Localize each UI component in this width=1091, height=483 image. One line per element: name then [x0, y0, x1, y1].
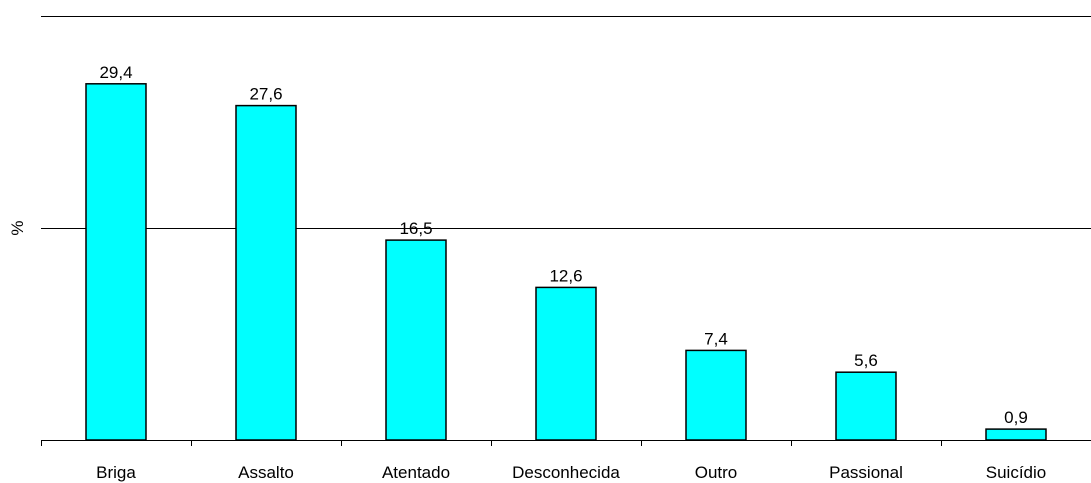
- x-tick-label-1: Assalto: [238, 463, 294, 482]
- x-tick-label-2: Atentado: [382, 463, 450, 482]
- x-tick-label-0: Briga: [96, 463, 136, 482]
- data-label-2: 16,5: [399, 219, 432, 238]
- bars: [85, 83, 1047, 441]
- y-axis-label: %: [8, 220, 27, 235]
- x-tick-label-6: Suicídio: [986, 463, 1046, 482]
- data-label-5: 5,6: [854, 351, 878, 370]
- data-label-1: 27,6: [249, 85, 282, 104]
- bar-suicídio: [985, 428, 1047, 441]
- bar-atentado: [385, 239, 447, 441]
- bar-passional: [835, 371, 897, 441]
- data-label-0: 29,4: [99, 63, 132, 82]
- x-axis: Briga Assalto Atentado Desconhecida Outro Pas…: [41, 440, 1091, 482]
- bar-desconhecida: [535, 286, 597, 441]
- x-tick-label-4: Outro: [695, 463, 738, 482]
- data-label-6: 0,9: [1004, 408, 1028, 427]
- bar-briga: [85, 83, 147, 441]
- bar-assalto: [235, 104, 297, 441]
- x-tick-label-3: Desconhecida: [512, 463, 620, 482]
- bar-outro: [685, 349, 747, 441]
- data-label-3: 12,6: [549, 266, 582, 285]
- gridlines: [41, 16, 1091, 229]
- x-tick-label-5: Passional: [829, 463, 903, 482]
- data-label-4: 7,4: [704, 329, 728, 348]
- data-labels: 29,4 27,6 16,5 12,6 7,4 5,6 0,9: [99, 63, 1027, 427]
